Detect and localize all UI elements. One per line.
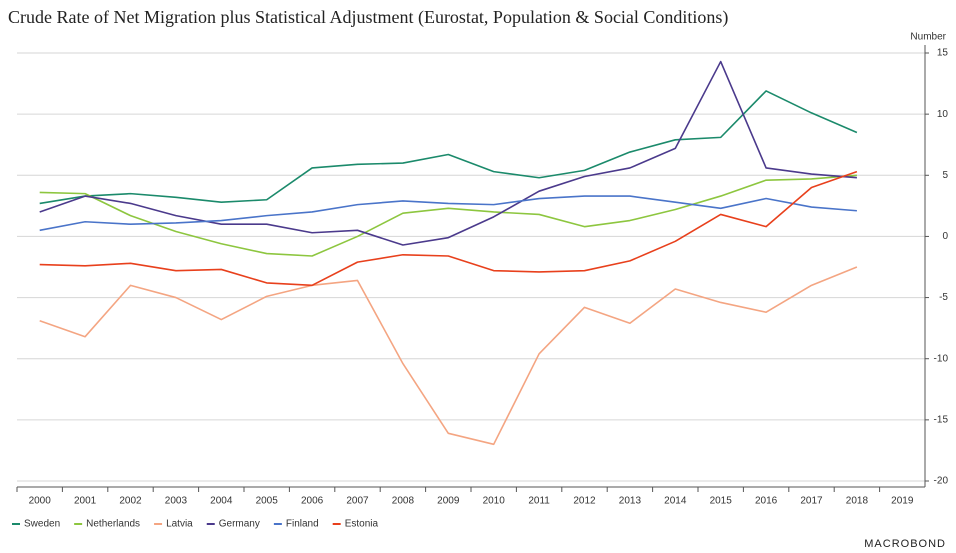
y-tick-label: -20 [934,476,949,487]
x-tick-label: 2019 [891,496,914,507]
legend-label: Latvia [166,519,193,530]
y-axis-label: Number [910,32,946,43]
x-tick-label: 2007 [346,496,369,507]
legend-label: Sweden [24,519,60,530]
x-tick-label: 2017 [800,496,823,507]
y-tick-label: 15 [937,48,949,59]
x-tick-label: 2012 [573,496,596,507]
series-line [39,60,857,246]
x-tick-label: 2002 [119,496,142,507]
series-line [39,90,858,205]
y-tick-label: 5 [942,170,948,181]
chart-title: Crude Rate of Net Migration plus Statist… [8,7,728,28]
x-tick-label: 2015 [710,496,733,507]
legend-label: Finland [286,519,319,530]
x-tick-label: 2003 [165,496,188,507]
x-tick-label: 2013 [619,496,642,507]
x-tick-label: 2008 [392,496,415,507]
y-tick-label: -15 [934,414,949,425]
y-tick-label: -5 [939,292,948,303]
x-tick-label: 2018 [846,496,869,507]
series-line [39,195,857,232]
y-tick-label: -10 [934,353,949,364]
series-line [39,174,857,257]
source-logo: MACROBOND [864,538,946,550]
x-tick-label: 2009 [437,496,460,507]
x-tick-label: 2004 [210,496,233,507]
x-tick-label: 2001 [74,496,97,507]
y-tick-label: 10 [937,109,949,120]
x-tick-label: 2014 [664,496,687,507]
legend-label: Germany [219,519,260,530]
series-line [39,266,858,446]
legend-label: Estonia [345,519,379,530]
y-tick-label: 0 [942,231,948,242]
x-tick-label: 2005 [256,496,279,507]
x-tick-label: 2000 [29,496,52,507]
legend-label: Netherlands [86,519,140,530]
x-tick-label: 2011 [528,496,550,507]
series-line [39,170,858,287]
x-tick-label: 2006 [301,496,324,507]
x-tick-label: 2010 [483,496,506,507]
x-tick-label: 2016 [755,496,778,507]
